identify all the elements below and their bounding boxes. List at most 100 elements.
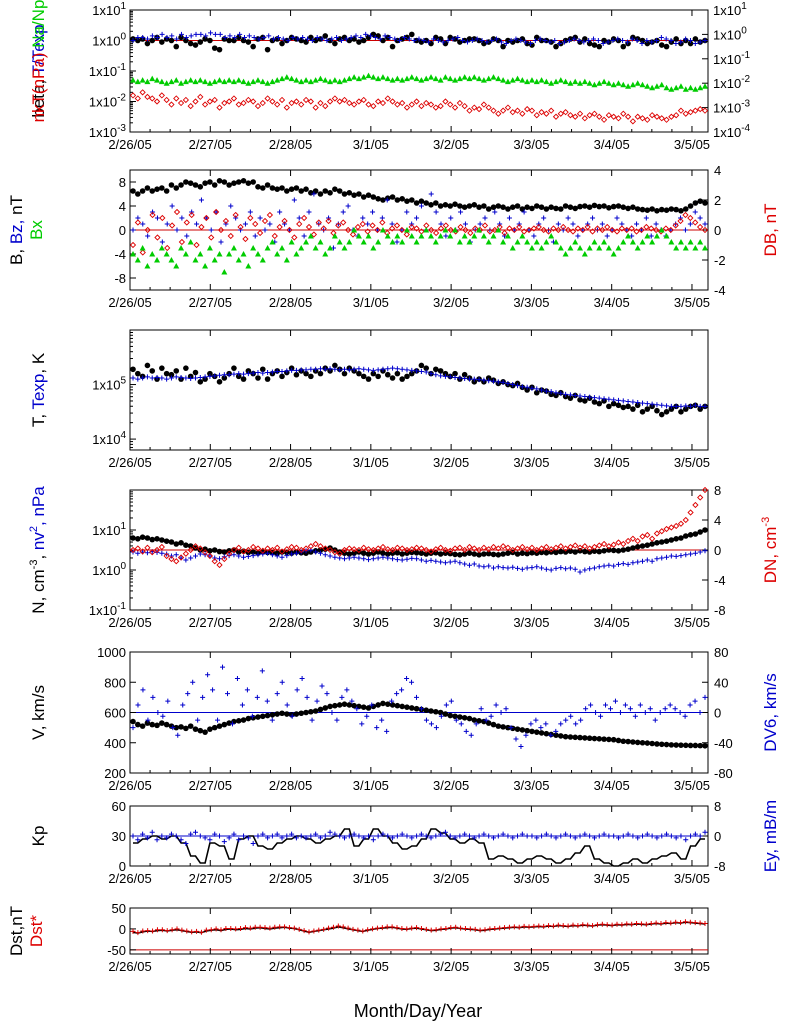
- data-point: [271, 36, 277, 42]
- data-point: [289, 551, 295, 557]
- data-point: [413, 239, 420, 245]
- data-point: [384, 924, 390, 930]
- data-point: [644, 83, 651, 89]
- data-point: [479, 38, 485, 43]
- data-point: [606, 833, 612, 839]
- y2-axis-title: DN, cm-3: [760, 517, 780, 583]
- x-tick-label: 2/26/05: [108, 959, 151, 974]
- data-point: [630, 399, 636, 405]
- data-point: [379, 219, 386, 226]
- data-point: [317, 706, 324, 713]
- data-point: [388, 225, 396, 232]
- data-point: [524, 105, 531, 113]
- data-point: [637, 702, 643, 708]
- data-point: [169, 203, 175, 209]
- data-point: [305, 223, 313, 231]
- data-point: [552, 78, 559, 85]
- data-point: [533, 389, 540, 396]
- data-point: [325, 217, 332, 225]
- data-point: [609, 922, 615, 928]
- data-point: [290, 34, 296, 40]
- data-point: [144, 226, 151, 234]
- data-point: [153, 546, 161, 554]
- data-point: [144, 40, 151, 47]
- data-point: [464, 39, 470, 45]
- data-point: [495, 564, 501, 570]
- data-point: [682, 211, 689, 219]
- data-point: [408, 546, 415, 553]
- data-point: [394, 366, 400, 372]
- data-point: [188, 33, 194, 39]
- data-point: [687, 109, 694, 116]
- data-point: [240, 717, 247, 723]
- x-tick-label: 2/27/05: [189, 959, 232, 974]
- series-db: [129, 208, 709, 256]
- data-point: [139, 548, 146, 555]
- data-point: [293, 77, 300, 83]
- data-point: [216, 46, 223, 53]
- data-point: [553, 565, 559, 571]
- series-kp: [133, 828, 705, 867]
- data-point: [682, 206, 689, 212]
- data-point: [298, 833, 304, 839]
- data-point: [301, 233, 307, 239]
- data-point: [668, 86, 675, 92]
- data-point: [394, 233, 401, 239]
- data-point: [500, 77, 507, 83]
- data-point: [164, 34, 170, 40]
- data-point: [466, 550, 473, 556]
- data-point: [663, 84, 670, 91]
- data-point: [198, 223, 205, 231]
- data-point: [211, 45, 218, 51]
- data-point: [264, 46, 271, 53]
- data-point: [264, 80, 271, 86]
- data-point: [476, 204, 482, 210]
- data-point: [560, 223, 567, 231]
- data-point: [596, 542, 603, 549]
- data-point: [139, 245, 146, 251]
- data-point: [274, 186, 281, 192]
- data-point: [451, 545, 459, 552]
- data-point: [284, 188, 290, 194]
- data-point: [668, 227, 674, 233]
- data-point: [239, 702, 245, 708]
- data-point: [375, 555, 381, 561]
- data-point: [697, 494, 704, 501]
- data-point: [255, 714, 261, 720]
- data-point: [591, 42, 598, 48]
- data-point: [154, 34, 160, 40]
- data-point: [590, 215, 596, 221]
- data-point: [178, 540, 184, 546]
- data-point: [399, 687, 405, 693]
- data-point: [620, 38, 626, 43]
- data-point: [399, 77, 406, 83]
- data-point: [629, 233, 635, 239]
- data-point: [606, 736, 612, 743]
- data-point: [235, 544, 242, 551]
- data-point: [572, 835, 578, 841]
- data-point: [620, 738, 627, 745]
- data-point: [144, 362, 151, 369]
- data-point: [649, 239, 656, 245]
- data-point: [427, 101, 435, 108]
- data-point: [382, 33, 388, 39]
- data-point: [692, 402, 698, 408]
- data-point: [267, 925, 273, 931]
- y2-tick-label: 1x101: [713, 1, 747, 18]
- data-point: [596, 400, 603, 407]
- data-point: [183, 557, 189, 563]
- data-point: [145, 36, 151, 42]
- data-point: [500, 724, 506, 730]
- data-point: [385, 833, 391, 839]
- data-point: [260, 831, 266, 837]
- x-tick-label: 3/4/05: [594, 871, 630, 886]
- data-point: [245, 80, 252, 86]
- data-point: [632, 713, 638, 719]
- data-point: [389, 546, 396, 554]
- data-point: [586, 112, 593, 119]
- data-point: [394, 370, 401, 377]
- data-point: [208, 927, 214, 933]
- data-point: [701, 107, 709, 114]
- data-point: [408, 101, 415, 108]
